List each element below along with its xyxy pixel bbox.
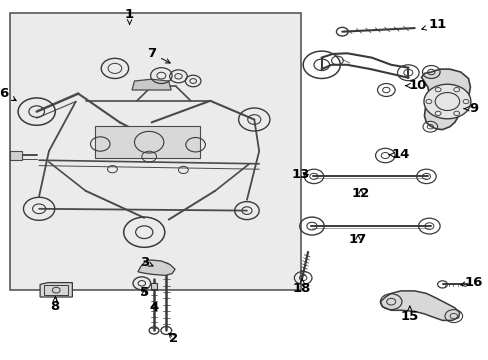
Text: 18: 18 [292, 279, 311, 295]
Polygon shape [40, 283, 72, 297]
Polygon shape [10, 151, 22, 160]
Text: 16: 16 [460, 276, 482, 289]
Polygon shape [138, 260, 175, 275]
Text: 10: 10 [405, 79, 427, 92]
Text: 14: 14 [388, 148, 409, 161]
Bar [44, 285, 68, 295]
Polygon shape [421, 69, 469, 130]
Text: 5: 5 [140, 286, 148, 299]
Text: 8: 8 [51, 297, 60, 313]
Polygon shape [150, 283, 157, 289]
Circle shape [423, 84, 470, 119]
Bar [10, 13, 300, 290]
Text: 7: 7 [147, 47, 170, 63]
Text: 11: 11 [421, 18, 446, 31]
Text: 13: 13 [291, 168, 309, 181]
Text: 17: 17 [348, 233, 366, 246]
Text: 6: 6 [0, 87, 16, 101]
Text: 15: 15 [400, 306, 418, 323]
Polygon shape [132, 79, 171, 90]
Text: 2: 2 [168, 332, 178, 345]
Polygon shape [95, 126, 200, 158]
Text: 9: 9 [463, 102, 478, 115]
Text: 1: 1 [125, 8, 134, 24]
Polygon shape [380, 291, 459, 320]
Text: 12: 12 [351, 187, 369, 200]
Text: 4: 4 [149, 301, 158, 314]
Text: 3: 3 [140, 256, 153, 269]
